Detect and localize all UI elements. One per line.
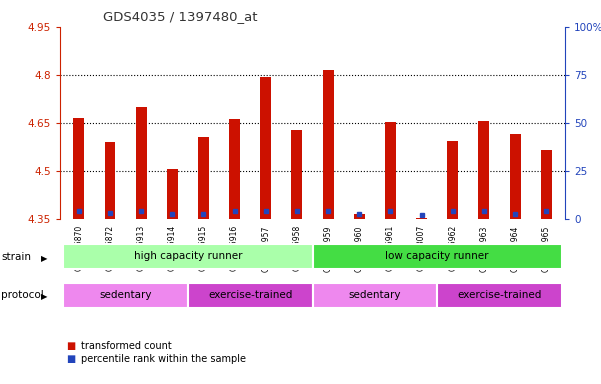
Text: protocol: protocol bbox=[1, 290, 44, 300]
Bar bbox=[167, 169, 178, 219]
Text: strain: strain bbox=[1, 252, 31, 262]
Bar bbox=[229, 119, 240, 219]
Bar bbox=[313, 283, 437, 308]
Bar bbox=[198, 137, 209, 219]
Bar bbox=[63, 283, 188, 308]
Text: percentile rank within the sample: percentile rank within the sample bbox=[81, 354, 246, 364]
Text: ■: ■ bbox=[66, 341, 75, 351]
Bar bbox=[313, 245, 562, 269]
Bar bbox=[416, 218, 427, 219]
Bar bbox=[73, 118, 84, 219]
Text: exercise-trained: exercise-trained bbox=[208, 290, 292, 300]
Text: GDS4035 / 1397480_at: GDS4035 / 1397480_at bbox=[103, 10, 258, 23]
Bar bbox=[437, 283, 562, 308]
Text: exercise-trained: exercise-trained bbox=[457, 290, 542, 300]
Bar bbox=[63, 245, 313, 269]
Bar bbox=[447, 141, 458, 219]
Bar bbox=[354, 214, 365, 219]
Bar bbox=[478, 121, 489, 219]
Bar bbox=[323, 70, 334, 219]
Text: high capacity runner: high capacity runner bbox=[133, 252, 242, 262]
Text: sedentary: sedentary bbox=[99, 290, 152, 300]
Bar bbox=[291, 130, 302, 219]
Bar bbox=[105, 142, 115, 219]
Text: sedentary: sedentary bbox=[349, 290, 401, 300]
Bar bbox=[541, 150, 552, 219]
Text: transformed count: transformed count bbox=[81, 341, 172, 351]
Bar bbox=[136, 107, 147, 219]
Bar bbox=[385, 122, 396, 219]
Text: low capacity runner: low capacity runner bbox=[385, 252, 489, 262]
Bar bbox=[188, 283, 313, 308]
Bar bbox=[260, 78, 271, 219]
Text: ■: ■ bbox=[66, 354, 75, 364]
Text: ▶: ▶ bbox=[41, 292, 47, 301]
Text: ▶: ▶ bbox=[41, 253, 47, 263]
Bar bbox=[510, 134, 520, 219]
